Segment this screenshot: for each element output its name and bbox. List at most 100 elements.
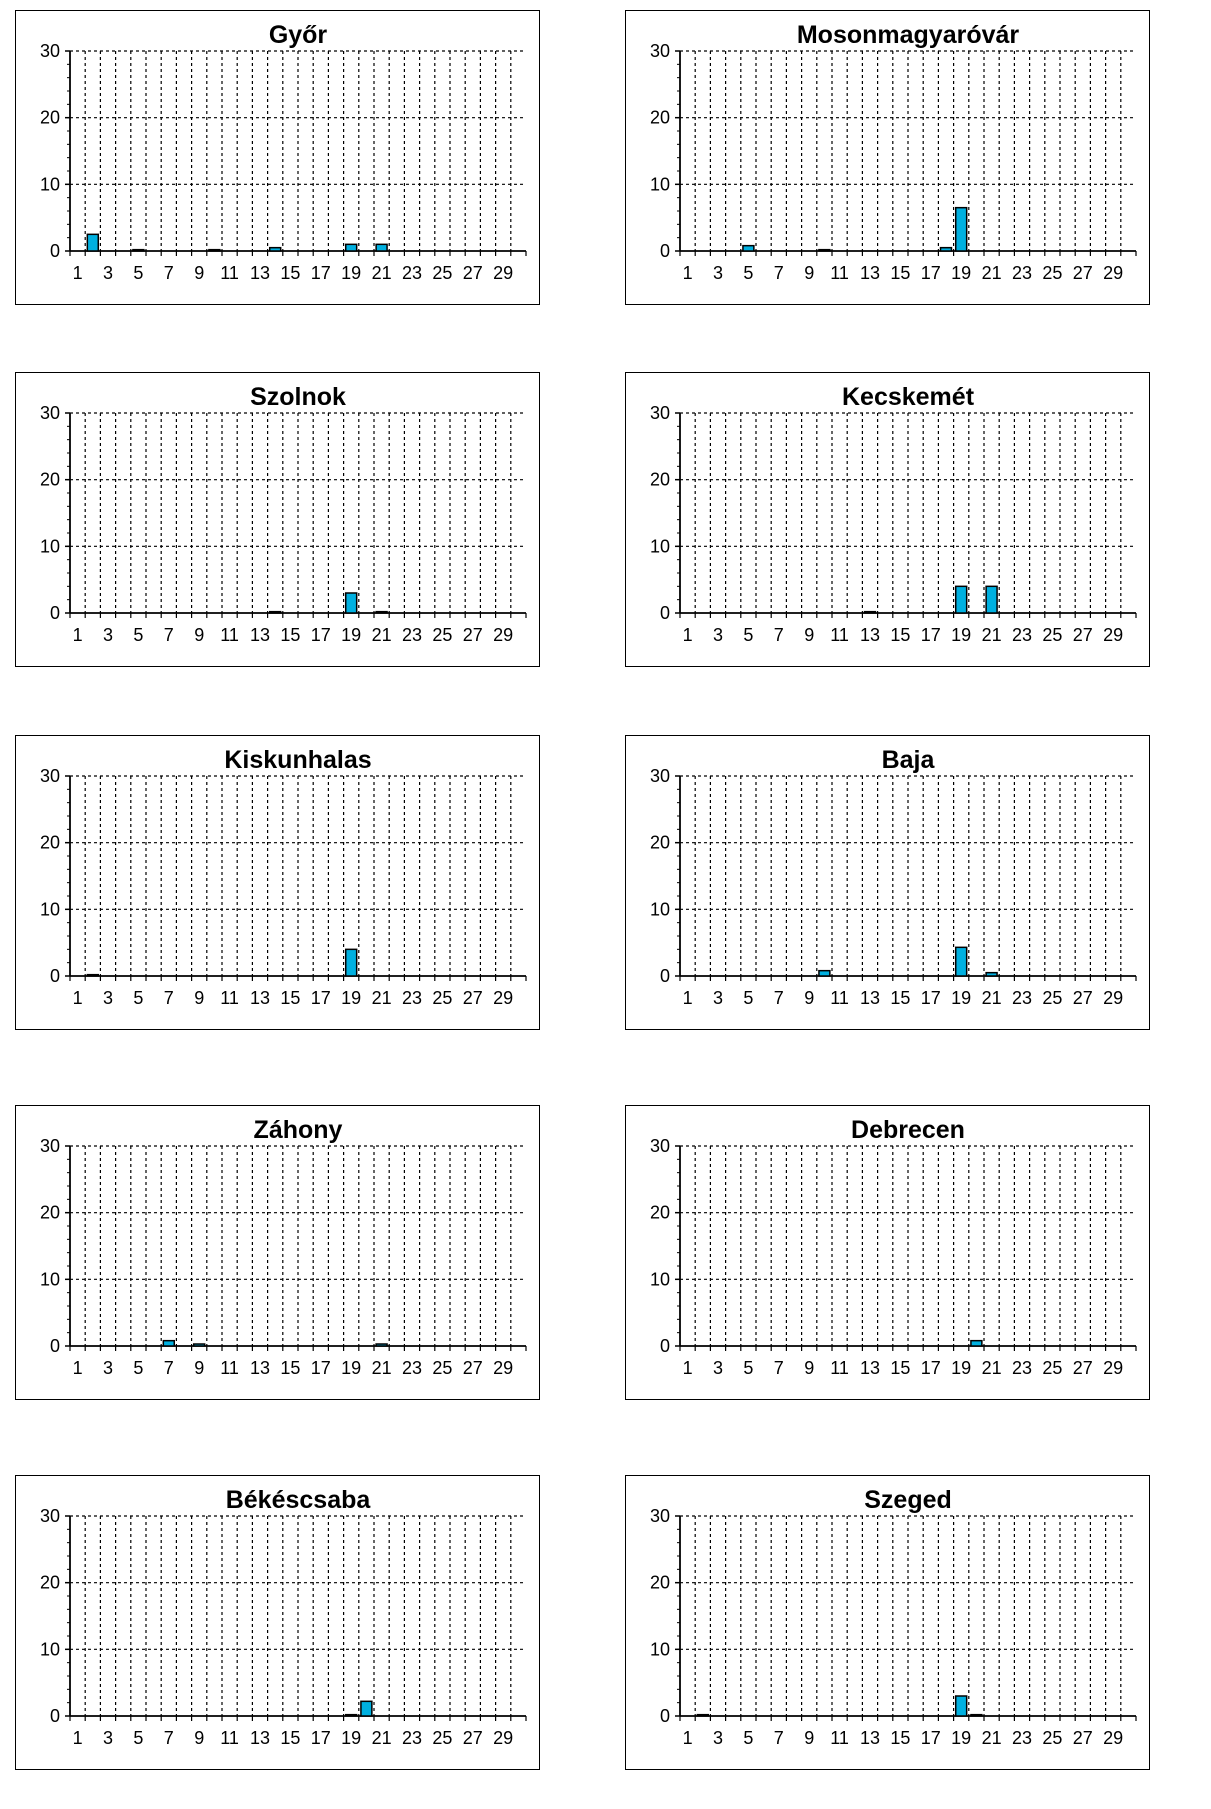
chart-panel: Debrecen 0 10 20 30 1 3 5 7 9 11 13 15 17 19 21 23 25 27 29 (625, 1105, 1150, 1400)
bar (192, 1343, 206, 1347)
x-tick-label: 5 (743, 263, 753, 283)
y-tick-label: 10 (650, 174, 670, 194)
chart-title: Mosonmagyaróvár (797, 21, 1020, 49)
x-tick-label: 25 (1042, 1358, 1062, 1378)
x-tick-label: 21 (372, 1728, 392, 1748)
y-tick-label: 10 (650, 1639, 670, 1659)
x-tick-label: 19 (341, 988, 361, 1008)
x-tick-label: 25 (1042, 1728, 1062, 1748)
x-tick-label: 9 (804, 1728, 814, 1748)
x-tick-label: 17 (311, 988, 331, 1008)
bar (360, 1700, 373, 1717)
x-tick-label: 13 (250, 625, 270, 645)
bar (86, 973, 100, 977)
x-tick-label: 1 (73, 1358, 83, 1378)
x-tick-label: 27 (1073, 1358, 1093, 1378)
y-tick-label: 20 (650, 108, 670, 128)
x-tick-label: 27 (463, 1358, 483, 1378)
y-tick-label: 10 (40, 1269, 60, 1289)
x-tick-label: 7 (164, 263, 174, 283)
x-tick-label: 15 (890, 988, 910, 1008)
x-tick-label: 1 (73, 263, 83, 283)
x-tick-label: 29 (493, 263, 513, 283)
x-tick-label: 1 (683, 625, 693, 645)
x-tick-label: 7 (164, 625, 174, 645)
bar (954, 946, 968, 977)
bar (375, 1343, 388, 1347)
y-tick-label: 0 (660, 1336, 670, 1356)
x-tick-label: 29 (493, 625, 513, 645)
x-tick-label: 3 (103, 988, 113, 1008)
x-tick-label: 3 (103, 263, 113, 283)
x-tick-label: 17 (921, 625, 941, 645)
x-tick-label: 29 (1103, 263, 1123, 283)
x-tick-label: 27 (1073, 263, 1093, 283)
x-tick-label: 11 (830, 988, 849, 1008)
x-tick-label: 1 (683, 1728, 693, 1748)
bar (344, 592, 358, 614)
x-tick-label: 29 (1103, 988, 1123, 1008)
y-tick-label: 20 (40, 1203, 60, 1223)
x-tick-label: 13 (860, 1728, 880, 1748)
y-tick-label: 20 (40, 833, 60, 853)
x-tick-label: 25 (432, 1728, 452, 1748)
y-tick-label: 30 (40, 41, 60, 61)
x-tick-label: 5 (743, 1358, 753, 1378)
chart-title: Debrecen (851, 1116, 965, 1144)
x-tick-label: 17 (921, 1358, 941, 1378)
x-tick-label: 15 (280, 988, 300, 1008)
x-tick-label: 25 (1042, 263, 1062, 283)
x-tick-label: 9 (194, 1358, 204, 1378)
x-tick-label: 9 (804, 625, 814, 645)
x-tick-label: 9 (804, 1358, 814, 1378)
x-tick-label: 27 (1073, 1728, 1093, 1748)
x-tick-label: 7 (774, 988, 784, 1008)
bar (818, 248, 831, 252)
x-tick-label: 19 (951, 1358, 971, 1378)
x-tick-label: 13 (250, 988, 270, 1008)
x-tick-label: 13 (860, 988, 880, 1008)
x-tick-label: 23 (402, 988, 422, 1008)
x-tick-label: 5 (743, 988, 753, 1008)
x-tick-label: 29 (1103, 1728, 1123, 1748)
y-tick-label: 20 (40, 108, 60, 128)
chart-title: Kecskemét (842, 383, 975, 411)
x-tick-label: 23 (402, 1358, 422, 1378)
x-tick-label: 17 (311, 625, 331, 645)
x-tick-label: 11 (220, 1728, 239, 1748)
x-tick-label: 7 (164, 988, 174, 1008)
x-tick-label: 29 (1103, 625, 1123, 645)
x-tick-label: 27 (463, 1728, 483, 1748)
y-tick-label: 0 (50, 603, 60, 623)
bar (132, 248, 145, 252)
chart-panel: Baja 0 10 20 30 1 3 5 7 9 11 13 15 17 19 21 23 25 27 29 (625, 735, 1150, 1030)
x-tick-label: 17 (921, 263, 941, 283)
x-tick-label: 3 (713, 1728, 723, 1748)
chart-panel: Kiskunhalas 0 10 20 30 1 3 5 7 9 11 13 15 17 19 21 23 25 2… (15, 735, 540, 1030)
bar (696, 1713, 710, 1717)
x-tick-label: 3 (103, 1358, 113, 1378)
chart-panel: Győr 0 10 20 30 1 3 5 7 9 11 13 15 17 19 21 23 25 27 29 (15, 10, 540, 305)
x-tick-label: 21 (982, 625, 1002, 645)
x-tick-label: 5 (133, 1358, 143, 1378)
x-tick-label: 29 (493, 988, 513, 1008)
chart-title: Győr (269, 21, 328, 49)
y-tick-label: 30 (650, 403, 670, 423)
x-tick-label: 3 (713, 988, 723, 1008)
bar (208, 248, 221, 252)
x-tick-label: 1 (73, 625, 83, 645)
y-tick-label: 30 (650, 1506, 670, 1526)
x-tick-label: 7 (164, 1358, 174, 1378)
bar (954, 1695, 968, 1717)
x-tick-label: 27 (463, 988, 483, 1008)
x-tick-label: 15 (890, 1358, 910, 1378)
x-tick-label: 15 (890, 263, 910, 283)
x-tick-label: 5 (133, 1728, 143, 1748)
y-tick-label: 30 (40, 1136, 60, 1156)
x-tick-label: 19 (951, 988, 971, 1008)
x-tick-label: 7 (774, 1358, 784, 1378)
y-tick-label: 30 (650, 1136, 670, 1156)
x-tick-label: 29 (493, 1728, 513, 1748)
